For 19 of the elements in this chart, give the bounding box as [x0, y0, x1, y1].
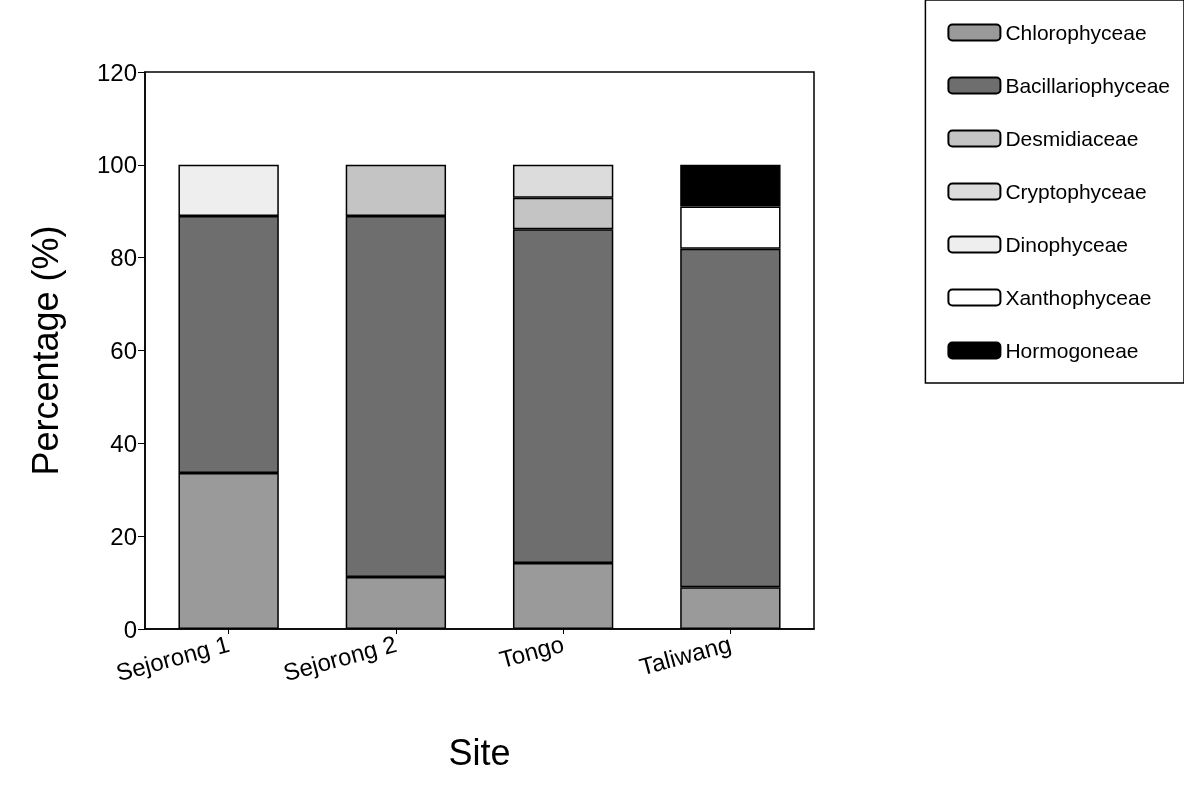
y-tick-label: 0 [123, 615, 137, 643]
y-axis-title: Percentage (%) [24, 225, 66, 476]
y-tick-label: 20 [110, 522, 137, 550]
legend-label: Chlorophyceae [1005, 21, 1147, 44]
y-tick-label: 120 [96, 58, 137, 86]
legend-label: Desmidiaceae [1005, 127, 1139, 150]
y-tick-label: 40 [110, 429, 137, 457]
y-tick-label: 100 [96, 151, 137, 179]
x-tick-label: Tongo [496, 629, 567, 673]
legend-label: Cryptophyceae [1005, 180, 1147, 203]
legend-label: Hormogoneae [1005, 339, 1139, 362]
x-axis-title: Site [448, 731, 511, 773]
y-tick-label: 80 [110, 244, 137, 272]
y-tick-label: 60 [110, 337, 137, 364]
legend-label: Bacillariophyceae [1005, 74, 1171, 97]
legend-label: Dinophyceae [1005, 233, 1128, 256]
legend-label: Xanthophyceae [1005, 286, 1152, 309]
x-tick-label: Sejorong 2 [280, 629, 400, 687]
x-tick-label: Taliwang [636, 629, 734, 681]
